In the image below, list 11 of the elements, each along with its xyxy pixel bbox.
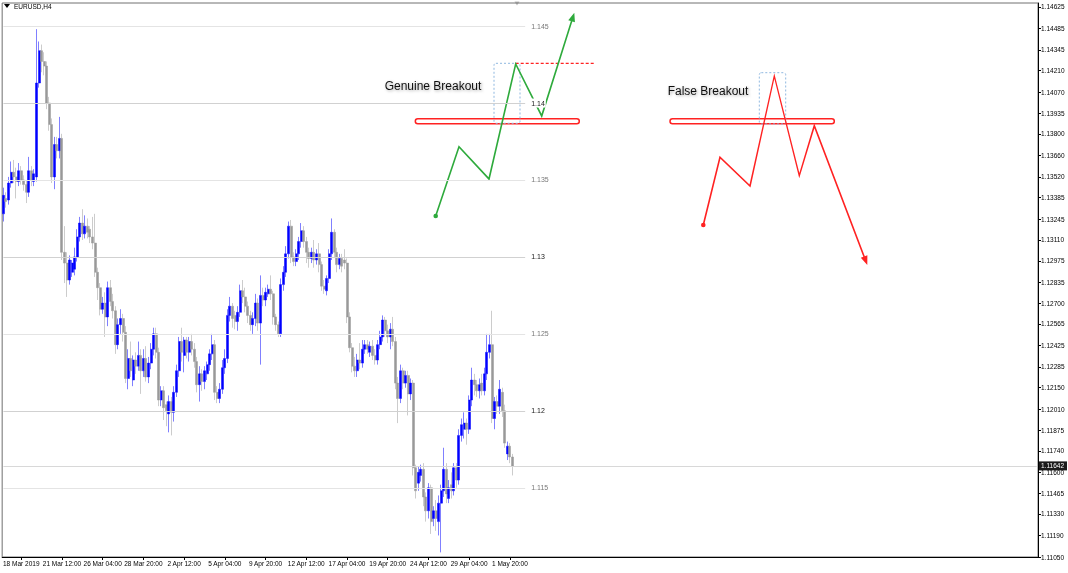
annotation: Genuine Breakout	[384, 79, 483, 93]
candlestick	[203, 365, 206, 390]
annotation: False Breakout	[667, 84, 750, 98]
candlestick	[493, 396, 496, 430]
candlestick	[371, 339, 374, 361]
candlestick	[315, 248, 318, 265]
candlestick	[259, 275, 262, 365]
candlestick	[35, 28, 38, 182]
candlestick	[399, 364, 402, 404]
candlestick	[427, 482, 430, 519]
candlestick	[231, 302, 234, 328]
